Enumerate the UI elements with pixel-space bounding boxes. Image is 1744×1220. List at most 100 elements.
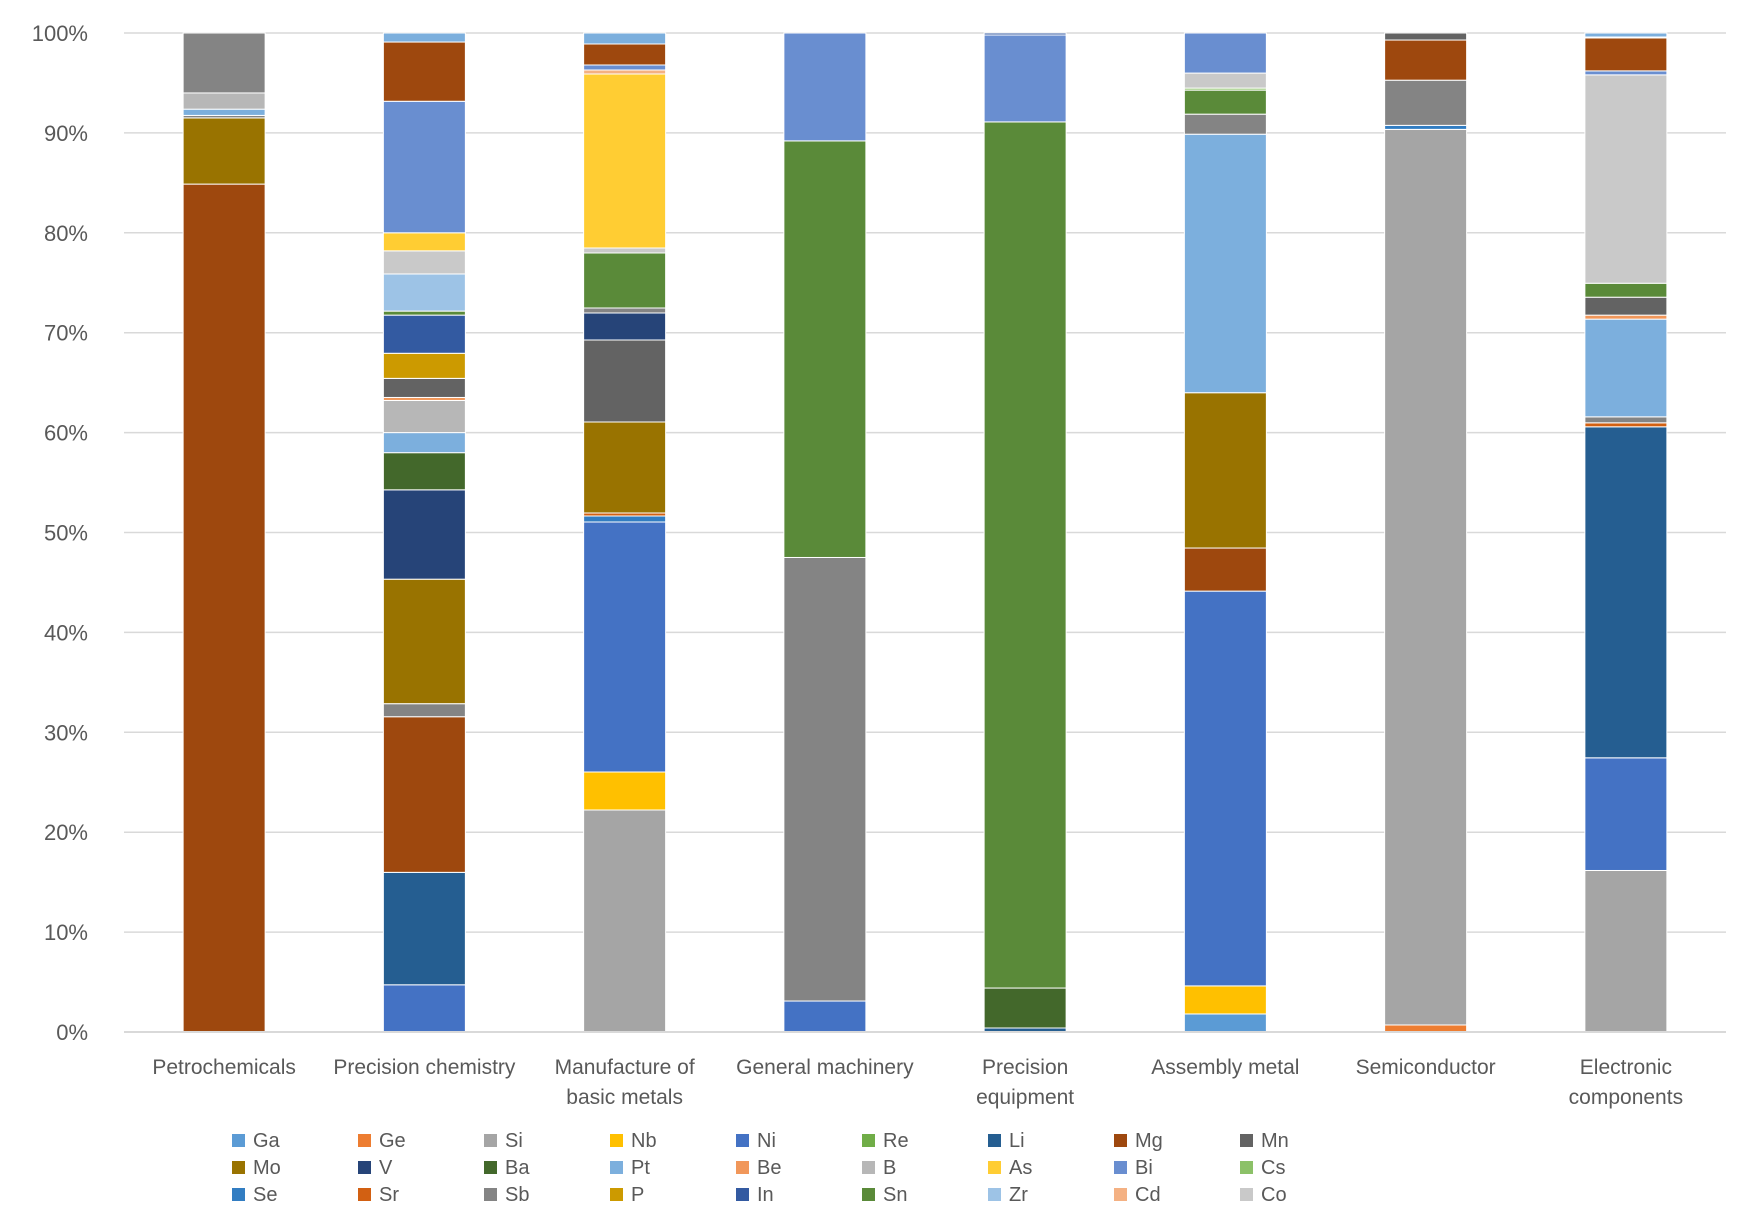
- legend-item: In: [736, 1184, 774, 1206]
- legend-swatch: [1114, 1134, 1127, 1147]
- bar-segment-pt: [1183, 133, 1267, 394]
- legend-item: Re: [862, 1130, 909, 1152]
- bar-segment-sn: [983, 121, 1067, 989]
- legend-label: Cs: [1261, 1157, 1285, 1179]
- x-category-label: components: [1569, 1086, 1683, 1109]
- legend-label: In: [757, 1184, 774, 1206]
- legend-swatch: [484, 1188, 497, 1201]
- bar-segment-mg: [1183, 547, 1267, 592]
- bar-stack: [1183, 32, 1267, 1033]
- legend-label: Co: [1261, 1184, 1287, 1206]
- bar-segment-mo: [382, 578, 466, 705]
- bar-segment-as: [382, 232, 466, 252]
- bar-segment-mn: [382, 377, 466, 398]
- legend-label: As: [1009, 1157, 1032, 1179]
- legend-item: Bi: [1114, 1157, 1153, 1179]
- bar-segment-ni: [583, 521, 667, 773]
- x-category-label: Petrochemicals: [152, 1056, 296, 1079]
- bar-segment-si: [583, 809, 667, 1033]
- bars: [182, 32, 1668, 1033]
- legend-swatch: [232, 1188, 245, 1201]
- legend-item: Cs: [1240, 1157, 1285, 1179]
- legend-item: Ga: [232, 1130, 281, 1152]
- x-category-label: basic metals: [566, 1086, 683, 1109]
- legend-swatch: [1114, 1188, 1127, 1201]
- legend-item: Sn: [862, 1184, 907, 1206]
- legend-item: Zr: [988, 1184, 1028, 1206]
- bar-segment-mg: [382, 716, 466, 873]
- bar-segment-pt: [382, 432, 466, 454]
- legend-item: Sr: [358, 1184, 399, 1206]
- legend-label: Mo: [253, 1157, 281, 1179]
- legend-label: Zr: [1009, 1184, 1028, 1206]
- bar-segment-mg: [1584, 37, 1668, 72]
- legend-item: Ni: [736, 1130, 776, 1152]
- bar-segment-pt: [583, 32, 667, 45]
- bar-segment-ba: [382, 452, 466, 491]
- legend-label: Si: [505, 1130, 523, 1152]
- legend-item: B: [862, 1157, 896, 1179]
- bar-segment-bi: [382, 100, 466, 234]
- y-tick-label: 90%: [44, 121, 88, 146]
- legend-label: Ge: [379, 1130, 406, 1152]
- bar-segment-se: [1384, 124, 1468, 130]
- legend-label: Sn: [883, 1184, 907, 1206]
- x-category-label: Precision chemistry: [333, 1056, 516, 1079]
- x-category-label: equipment: [976, 1086, 1074, 1109]
- bar-segment-nb: [583, 771, 667, 811]
- legend-swatch: [484, 1134, 497, 1147]
- bar-segment-mo: [1183, 392, 1267, 549]
- legend-swatch: [358, 1161, 371, 1174]
- bar-segment-bi: [983, 34, 1067, 123]
- legend-swatch: [610, 1161, 623, 1174]
- bar-segment-be: [1584, 314, 1668, 320]
- y-tick-label: 30%: [44, 720, 88, 745]
- legend-swatch: [988, 1188, 1001, 1201]
- bar-segment-co: [1183, 72, 1267, 89]
- bar-segment-v: [382, 489, 466, 580]
- bar-segment-sr: [1584, 422, 1668, 428]
- legend-swatch: [736, 1188, 749, 1201]
- legend-swatch: [1240, 1188, 1253, 1201]
- x-category-label: General machinery: [736, 1056, 914, 1079]
- x-category-label: Semiconductor: [1356, 1056, 1496, 1079]
- bar-segment-mn: [1584, 296, 1668, 316]
- y-tick-label: 80%: [44, 221, 88, 246]
- bar-segment-si: [1384, 128, 1468, 1026]
- bar-segment-mg: [182, 183, 266, 1033]
- x-category-label: Assembly metal: [1151, 1056, 1299, 1079]
- bar-segment-zr: [382, 273, 466, 312]
- legend-item: Co: [1240, 1184, 1287, 1206]
- legend-label: Se: [253, 1184, 277, 1206]
- gridlines: [124, 32, 1726, 933]
- bar-segment-co: [382, 250, 466, 275]
- legend-label: Nb: [631, 1130, 657, 1152]
- legend-item: Ge: [358, 1130, 406, 1152]
- legend-label: Ba: [505, 1157, 530, 1179]
- bar-segment-mn: [1384, 32, 1468, 41]
- legend-label: Sr: [379, 1184, 399, 1206]
- legend-label: Mn: [1261, 1130, 1289, 1152]
- legend-swatch: [862, 1161, 875, 1174]
- bar-segment-pt: [1584, 318, 1668, 418]
- bar-stack: [783, 32, 867, 1033]
- legend-label: P: [631, 1184, 644, 1206]
- legend-swatch: [484, 1161, 497, 1174]
- legend-label: V: [379, 1157, 393, 1179]
- bar-segment-bi: [783, 32, 867, 142]
- legend: Ga Ge Si Nb Ni Re Li Mg Mn Mo V Ba Pt Be B As Bi Cs Se Sr Sb…: [232, 1130, 1289, 1206]
- legend-item: Sb: [484, 1184, 529, 1206]
- bar-segment-ni: [1584, 757, 1668, 871]
- x-category-label: Manufacture of: [555, 1056, 695, 1079]
- bar-segment-sn: [1183, 89, 1267, 115]
- bar-segment-v: [583, 312, 667, 341]
- bar-segment-mo: [583, 421, 667, 514]
- bar-segment-p: [382, 352, 466, 379]
- bar-segment-sn: [1584, 282, 1668, 298]
- bar-segment-ni: [382, 984, 466, 1033]
- y-tick-label: 20%: [44, 820, 88, 845]
- legend-item: Mn: [1240, 1130, 1289, 1152]
- legend-item: Li: [988, 1130, 1025, 1152]
- legend-label: B: [883, 1157, 896, 1179]
- legend-swatch: [610, 1134, 623, 1147]
